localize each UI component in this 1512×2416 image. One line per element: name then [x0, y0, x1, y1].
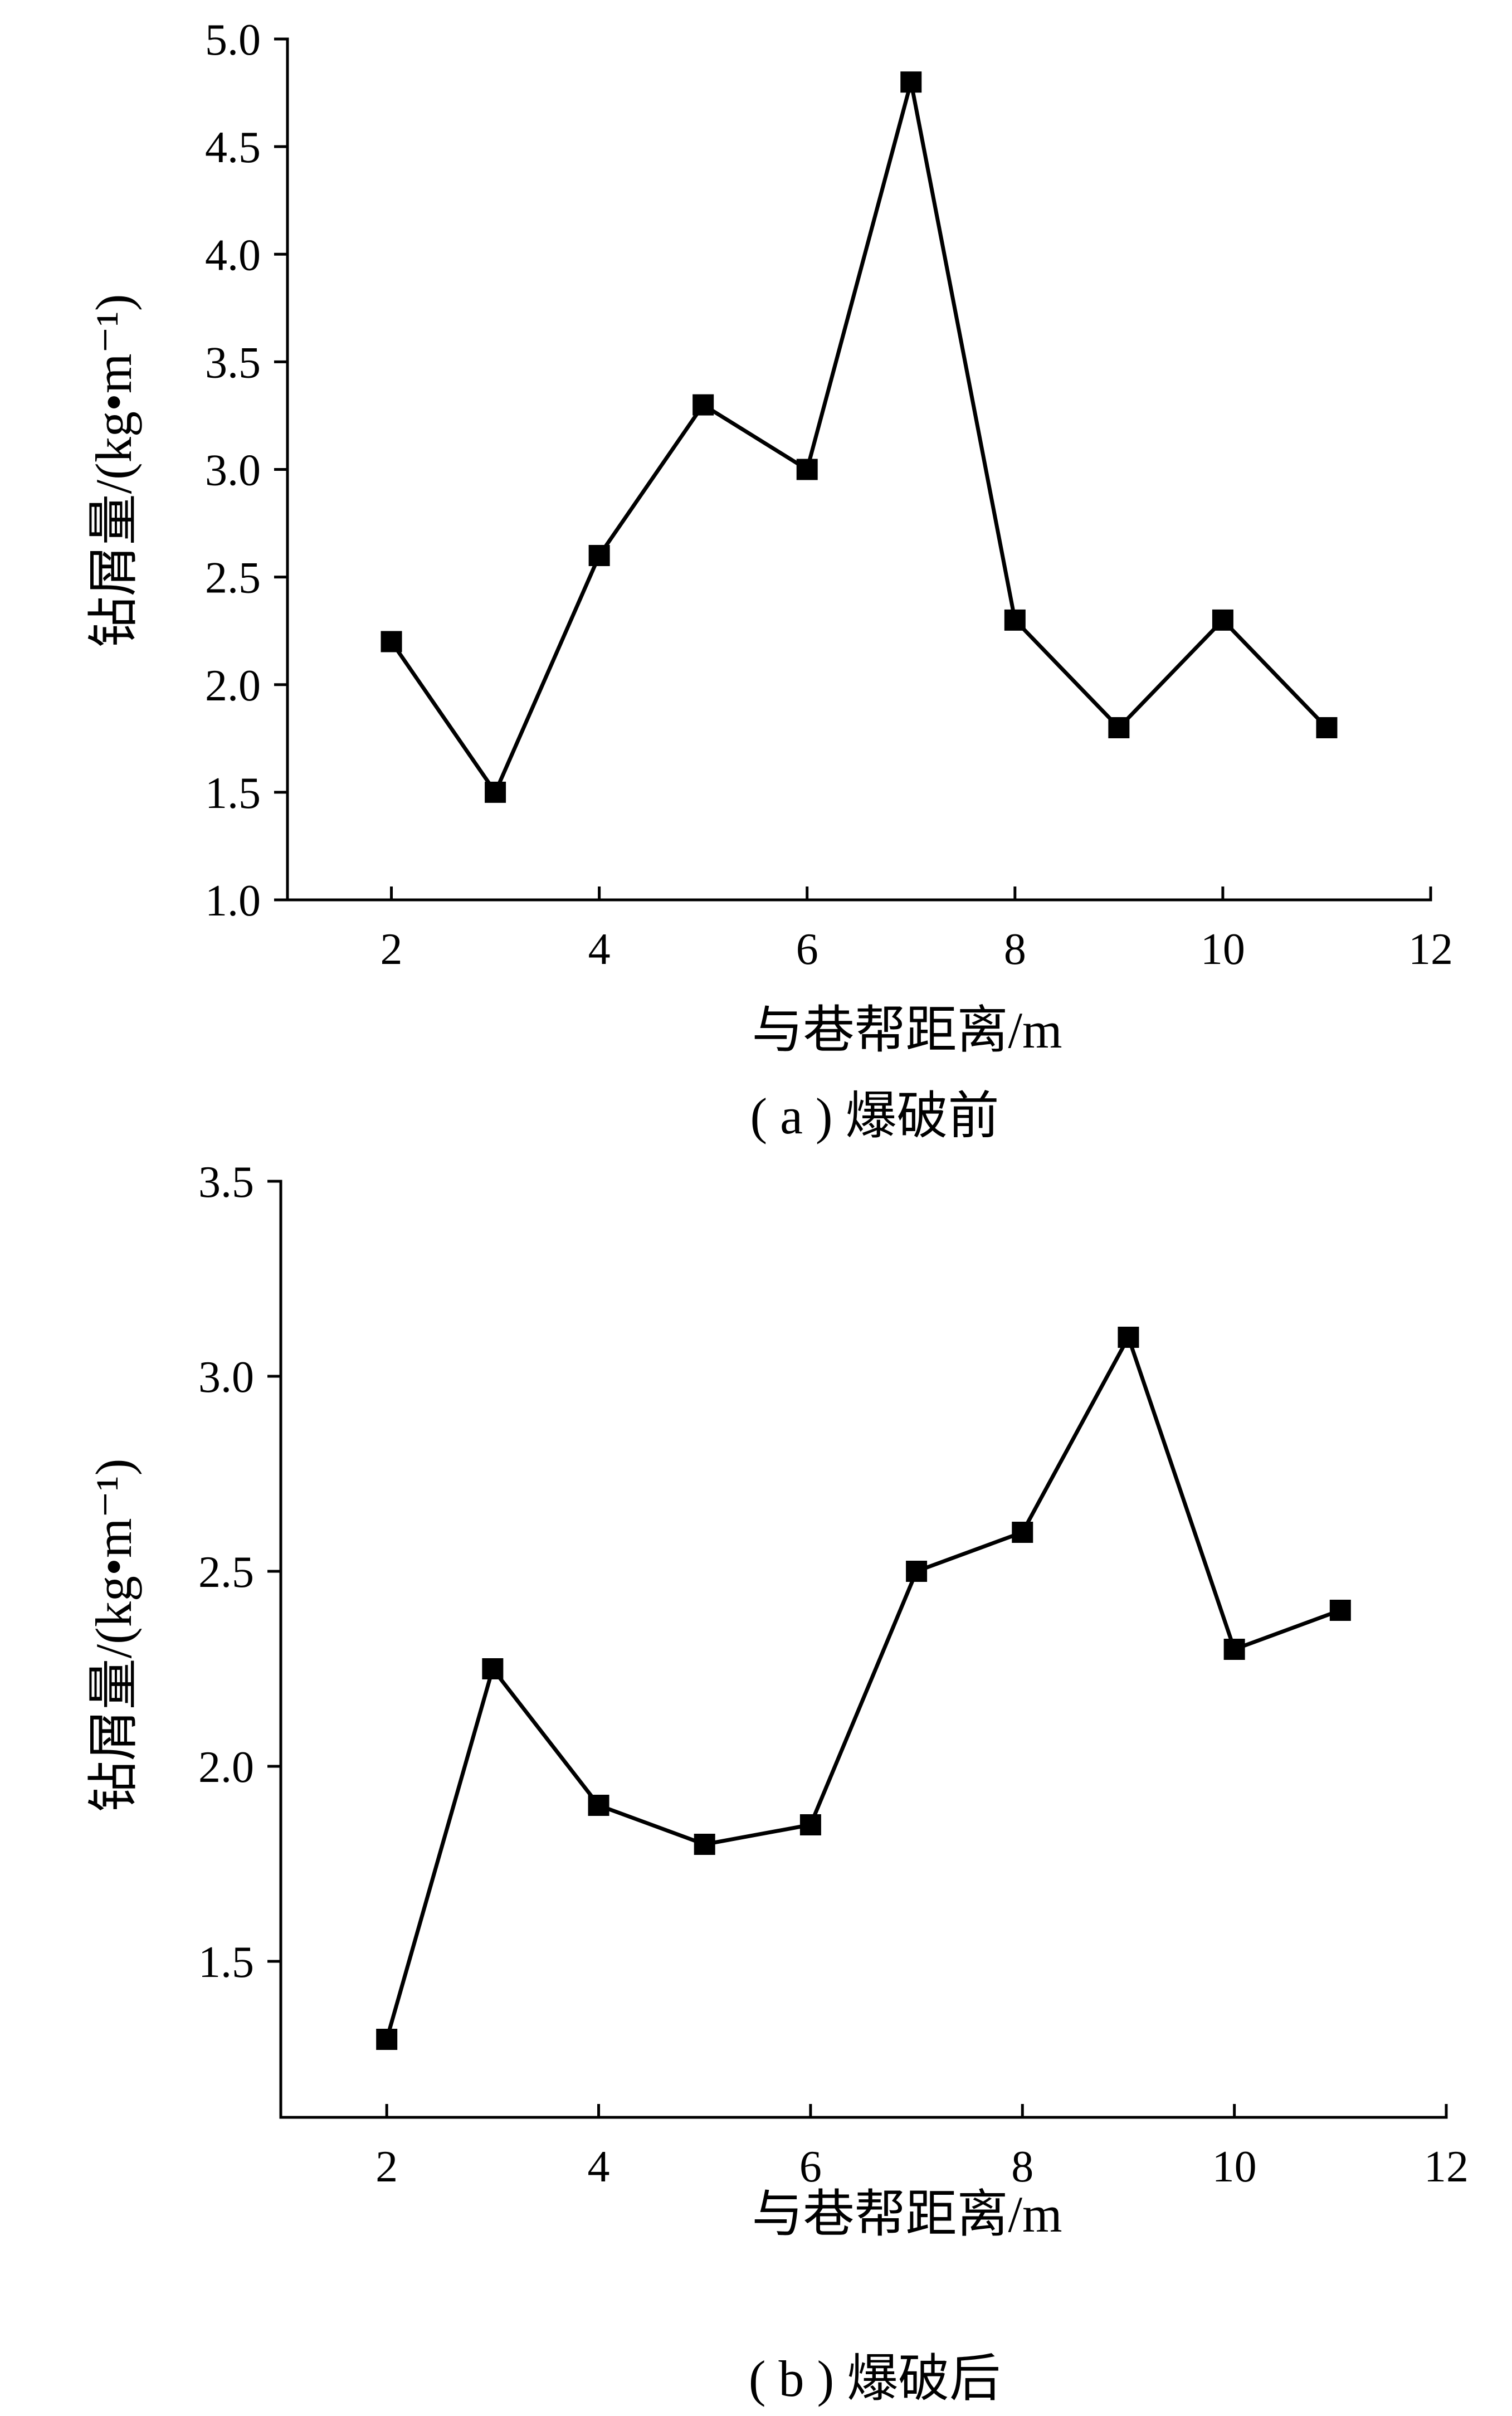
chart-b-data-point [694, 1834, 715, 1855]
chart-a-y-tick-label: 3.5 [205, 338, 261, 387]
chart-b-y-tick-label: 2.5 [198, 1548, 254, 1597]
chart-b-data-point [906, 1561, 928, 1582]
chart-a-x-tick-label: 4 [588, 925, 611, 974]
chart-a-y-tick-label: 4.5 [205, 123, 261, 172]
chart-a-ylabel: 钻屑量/(kg•m⁻¹) [85, 294, 142, 648]
chart-b-data-point [1329, 1600, 1351, 1621]
chart-a-x-tick-label: 12 [1408, 925, 1453, 974]
chart-a-caption: ( a ) 爆破前 [750, 1088, 999, 1144]
chart-b-xlabel: 与巷帮距离/m [752, 2186, 1062, 2243]
chart-a-data-point [1108, 717, 1130, 738]
chart-b-data-point [482, 1658, 504, 1679]
chart-a-y-tick-label: 1.5 [205, 769, 261, 818]
chart-b-y-tick-label: 1.5 [198, 1938, 254, 1987]
chart-a-data-point [588, 545, 610, 566]
chart-b-data-point [376, 2029, 398, 2050]
chart-b-x-tick-label: 2 [375, 2142, 398, 2191]
chart-a-data-point [1212, 609, 1233, 631]
chart-a-data-point [900, 71, 922, 93]
chart-a-x-tick-label: 6 [796, 925, 818, 974]
chart-b-ylabel: 钻屑量/(kg•m⁻¹) [85, 1459, 142, 1813]
chart-panel-b: 钻屑量/(kg•m⁻¹) 与巷帮距离/m ( b ) 爆破后 1.5 2.0 2.5… [85, 1158, 1469, 2407]
chart-b-data-point [799, 1814, 821, 1835]
chart-a-xlabel: 与巷帮距离/m [752, 1002, 1062, 1059]
chart-a-x-tick-label: 10 [1201, 925, 1245, 974]
chart-b-y-tick-label: 2.0 [198, 1743, 254, 1792]
chart-a-x-tick-label: 2 [381, 925, 403, 974]
chart-a-data-point [796, 459, 818, 480]
chart-a-data-point [692, 394, 714, 416]
chart-b-data-point [1118, 1327, 1139, 1348]
chart-b-y-tick-label: 3.0 [198, 1353, 254, 1402]
chart-a-y-tick-label: 4.0 [205, 231, 261, 280]
chart-b-x-tick-label: 6 [799, 2142, 822, 2191]
chart-panel-a: 钻屑量/(kg•m⁻¹) 与巷帮距离/m ( a ) 爆破前 1.0 1.5 2.0… [85, 16, 1453, 1144]
chart-a-y-tick-label: 2.5 [205, 554, 261, 603]
chart-b-x-tick-label: 12 [1424, 2142, 1469, 2191]
chart-a-data-point [1004, 609, 1026, 631]
chart-a-y-tick-label: 5.0 [205, 16, 261, 65]
chart-b-y-tick-label: 3.5 [198, 1158, 254, 1207]
chart-b-x-tick-label: 4 [588, 2142, 610, 2191]
chart-a-y-tick-label: 3.0 [205, 446, 261, 495]
chart-b-data-point [1223, 1639, 1245, 1660]
chart-a-y-tick-label: 1.0 [205, 876, 261, 926]
chart-a-series-line [389, 81, 1328, 797]
chart-a-data-point [1316, 717, 1338, 738]
chart-b-x-tick-label: 8 [1011, 2142, 1033, 2191]
chart-b-x-tick-label: 10 [1212, 2142, 1257, 2191]
chart-b-series-line [384, 1332, 1342, 2040]
chart-b-data-point [588, 1795, 609, 1816]
chart-a-data-point [485, 781, 506, 803]
chart-a-data-point [381, 631, 402, 652]
chart-a-y-tick-label: 2.0 [205, 661, 261, 710]
chart-b-data-point [1012, 1522, 1033, 1543]
chart-b-caption: ( b ) 爆破后 [749, 2350, 1001, 2407]
chart-a-x-tick-label: 8 [1004, 925, 1026, 974]
